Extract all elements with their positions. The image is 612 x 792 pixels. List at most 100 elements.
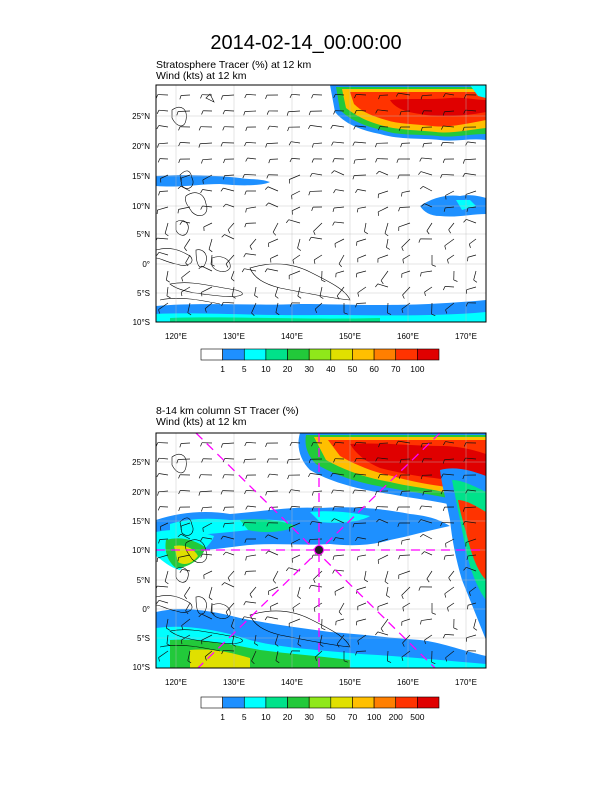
wind-barb-feather (157, 491, 159, 496)
wind-barb-feather (179, 221, 183, 225)
wind-barb-feather (422, 491, 425, 496)
top-lon-label: 120°E (165, 332, 187, 341)
wind-barb-feather (463, 442, 467, 447)
colorbar-swatch (330, 348, 353, 361)
wind-barb-feather (421, 203, 425, 207)
wind-barb (445, 650, 455, 659)
top-map-frame (155, 84, 487, 323)
wind-barb-feather (356, 556, 359, 561)
wind-barb (336, 286, 345, 297)
wind-barb-feather (177, 185, 182, 190)
wind-barb (398, 92, 411, 96)
wind-barb (297, 586, 301, 597)
wind-barb (357, 254, 367, 259)
wind-barb-feather (336, 643, 340, 648)
wind-barb-feather (285, 567, 289, 572)
wind-barb (377, 457, 389, 460)
wind-barb-feather (354, 94, 357, 99)
wind-barb (386, 586, 389, 596)
wind-barb-feather (292, 607, 295, 612)
wind-barb-feather (222, 175, 225, 180)
wind-barb-feather (398, 126, 401, 131)
wind-barb (443, 473, 455, 476)
wind-barb (178, 110, 191, 112)
wind-barb-feather (221, 95, 223, 100)
wind-barb-feather (243, 111, 246, 116)
wind-barb (157, 554, 169, 559)
wind-barb (377, 631, 389, 636)
wind-barb-feather (401, 309, 404, 314)
wind-barb (467, 141, 477, 144)
wind-barb-feather (264, 616, 268, 621)
wind-barb (333, 141, 345, 144)
wind-barb-feather (179, 95, 182, 100)
bottom-lon-label: 130°E (223, 678, 245, 687)
wind-barb (158, 142, 169, 145)
wind-barb (244, 268, 257, 272)
colorbar-tick-label: 70 (348, 712, 358, 722)
wind-barb (401, 618, 411, 623)
wind-barb-feather (311, 506, 314, 511)
colorbar-swatch (222, 696, 245, 709)
wind-barb-feather (220, 535, 224, 540)
wind-barb-feather (177, 209, 179, 214)
wind-barb (310, 125, 323, 128)
colorbar-tick-label: 5 (242, 364, 247, 374)
wind-barb-feather (321, 279, 326, 283)
top-title-line1: Stratosphere Tracer (%) at 12 km (156, 59, 312, 71)
wind-barb-feather (200, 94, 203, 99)
wind-barb-feather (397, 522, 400, 527)
wind-barb-feather (421, 551, 425, 555)
wind-barb (187, 302, 191, 313)
wind-barb-feather (418, 519, 422, 523)
wind-barb (267, 616, 279, 620)
wind-barb-feather (166, 643, 171, 647)
wind-barb-feather (266, 174, 269, 179)
wind-barb (225, 602, 235, 613)
wind-barb-feather (308, 125, 311, 130)
wind-barb (377, 109, 389, 112)
wind-barb-feather (265, 143, 268, 148)
colorbar-tick-label: 30 (304, 364, 314, 374)
wind-barb-feather (220, 187, 224, 192)
wind-barb (274, 634, 279, 644)
wind-barb (270, 254, 279, 259)
wind-barb (423, 142, 433, 144)
wind-barb (159, 190, 169, 192)
wind-barb-feather (289, 650, 293, 655)
wind-barb (445, 190, 455, 196)
wind-barb-feather (265, 491, 268, 496)
bottom-lat-label: 20°N (132, 488, 150, 497)
wind-barb (356, 270, 367, 274)
wind-barb (254, 286, 257, 296)
page-title: 2014-02-14_00:00:00 (210, 32, 402, 54)
colorbar-swatch (287, 348, 310, 361)
bottom-tracer-field (156, 433, 486, 668)
wind-barb (201, 634, 213, 641)
wind-barb-feather (354, 442, 357, 447)
wind-barb-feather (297, 247, 302, 251)
wind-barb-feather (444, 245, 447, 250)
wind-barb (422, 186, 433, 192)
wind-barb-feather (401, 192, 403, 197)
wind-barb (231, 286, 235, 297)
wind-barb (224, 458, 235, 460)
wind-barb (159, 538, 169, 540)
wind-barb-feather (157, 143, 159, 148)
bottom-lon-label: 150°E (339, 678, 361, 687)
wind-barb-feather (319, 296, 324, 299)
wind-barb-feather (198, 143, 201, 148)
wind-barb-feather (419, 186, 424, 190)
wind-barb (335, 537, 345, 540)
wind-barb (421, 618, 433, 621)
wind-barb-feather (354, 458, 357, 463)
wind-barb (467, 554, 477, 557)
wind-barb-feather (447, 259, 449, 264)
wind-barb (160, 174, 169, 179)
top-gridlines (156, 85, 486, 322)
colorbar-tick-label: 200 (389, 712, 403, 722)
wind-barb (223, 301, 235, 304)
wind-barb-feather (465, 141, 468, 146)
wind-barb (223, 187, 235, 192)
wind-barb (380, 270, 389, 281)
